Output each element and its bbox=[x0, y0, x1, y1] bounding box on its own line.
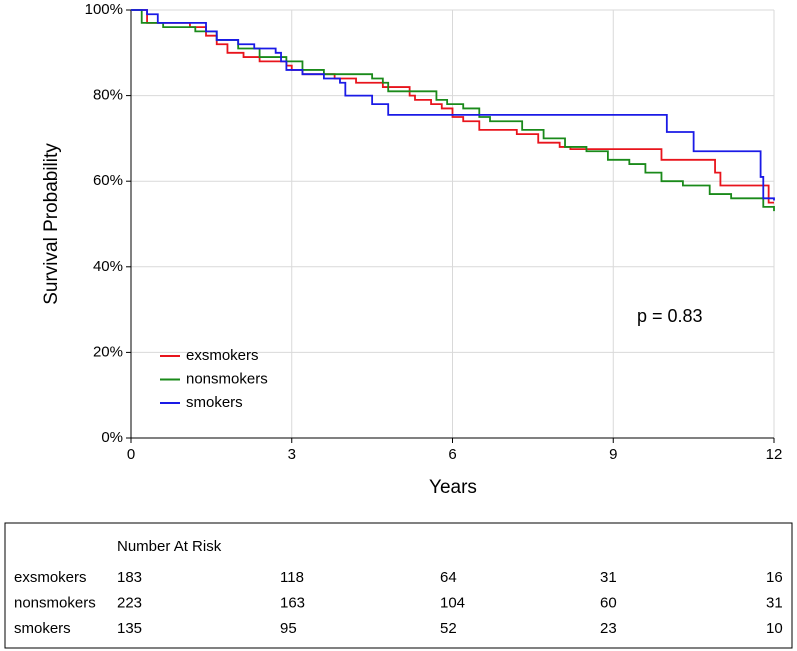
risk-count: 23 bbox=[600, 620, 617, 637]
risk-count: 163 bbox=[280, 594, 305, 611]
risk-count: 118 bbox=[280, 569, 304, 586]
annotation: p = 0.83 bbox=[637, 306, 703, 326]
risk-count: 60 bbox=[600, 594, 617, 611]
x-tick-label: 6 bbox=[448, 446, 456, 463]
risk-count: 31 bbox=[766, 594, 783, 611]
y-axis-title: Survival Probability bbox=[41, 143, 62, 305]
risk-row-label: nonsmokers bbox=[14, 594, 96, 611]
y-tick-label: 100% bbox=[85, 1, 123, 18]
risk-count: 95 bbox=[280, 620, 297, 637]
risk-count: 183 bbox=[117, 569, 142, 586]
x-axis-title: Years bbox=[429, 477, 477, 498]
risk-count: 10 bbox=[766, 620, 783, 637]
risk-count: 16 bbox=[766, 569, 783, 586]
risk-row-label: smokers bbox=[14, 620, 71, 637]
legend-label: smokers bbox=[186, 394, 243, 411]
x-tick-label: 3 bbox=[288, 446, 296, 463]
x-tick-label: 9 bbox=[609, 446, 617, 463]
y-tick-label: 20% bbox=[93, 343, 123, 360]
risk-row-label: exsmokers bbox=[14, 569, 87, 586]
risk-count: 135 bbox=[117, 620, 142, 637]
y-tick-label: 60% bbox=[93, 172, 123, 189]
risk-table-frame bbox=[4, 522, 793, 649]
y-tick-label: 80% bbox=[93, 87, 123, 104]
risk-table-title: Number At Risk bbox=[117, 538, 222, 555]
x-tick-label: 0 bbox=[127, 446, 135, 463]
x-tick-label: 12 bbox=[766, 446, 783, 463]
risk-count: 104 bbox=[440, 594, 465, 611]
legend-label: nonsmokers bbox=[186, 370, 268, 387]
survival-curve bbox=[131, 9, 774, 204]
risk-count: 52 bbox=[440, 620, 457, 637]
survival-curve bbox=[131, 9, 775, 201]
risk-count: 223 bbox=[117, 594, 142, 611]
survival-curve bbox=[131, 9, 775, 212]
legend-label: exsmokers bbox=[186, 347, 259, 364]
y-tick-label: 40% bbox=[93, 258, 123, 275]
risk-count: 64 bbox=[440, 569, 457, 586]
risk-count: 31 bbox=[600, 569, 617, 586]
y-tick-label: 0% bbox=[101, 429, 123, 446]
